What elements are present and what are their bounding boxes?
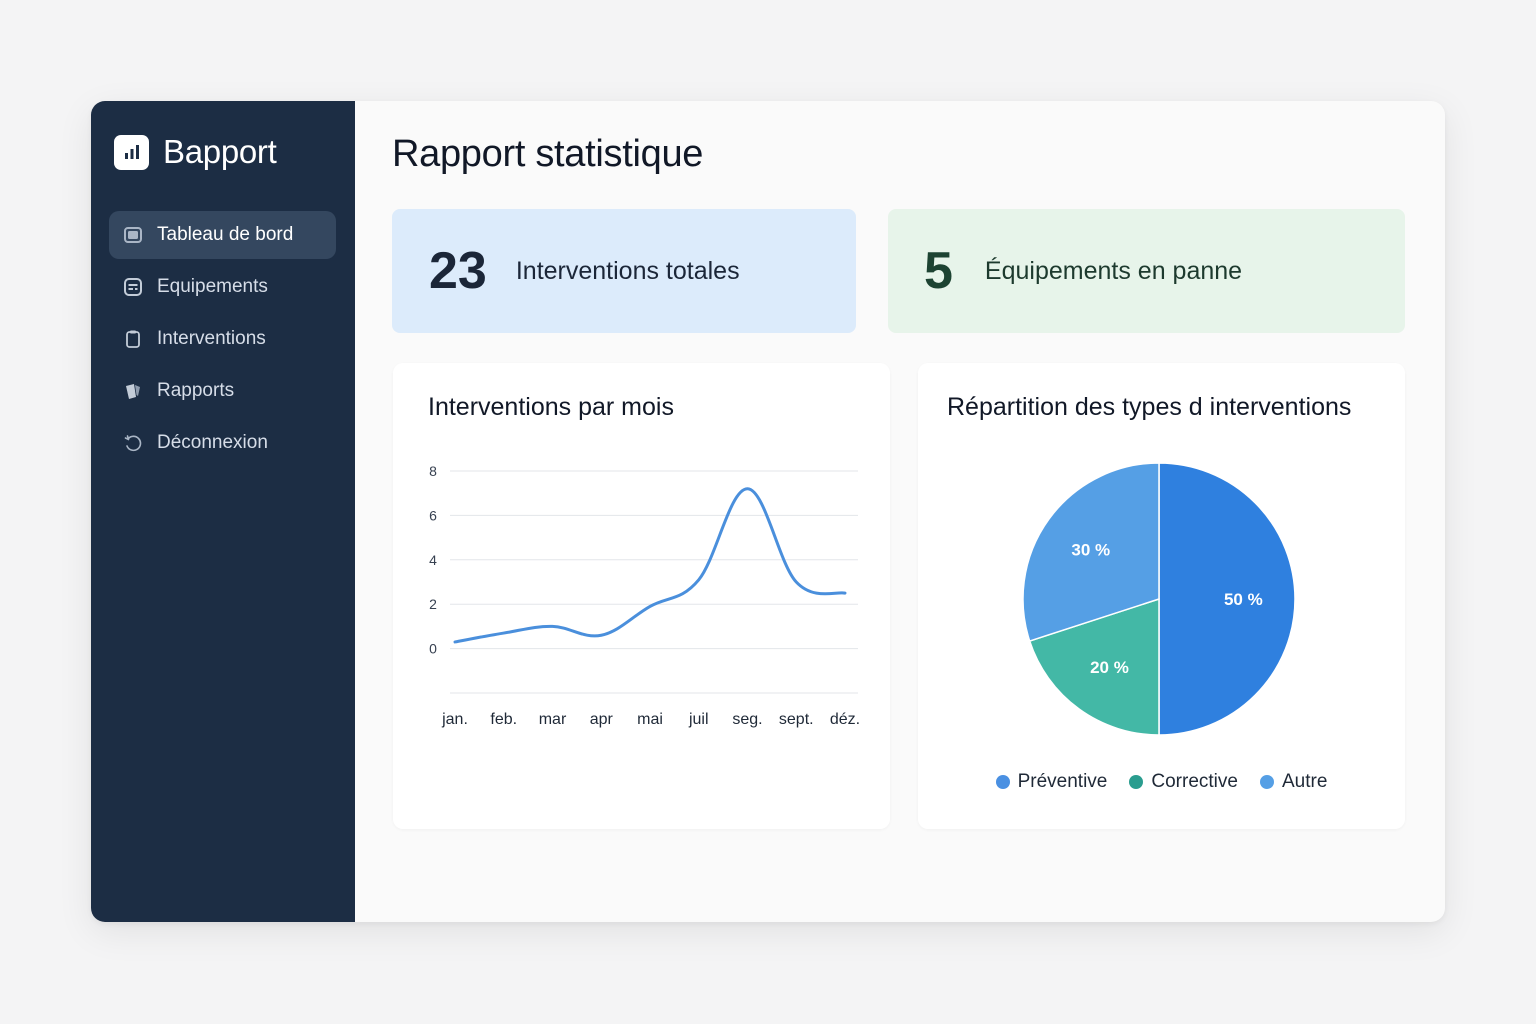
sidebar-item-tableau-de-bord[interactable]: Tableau de bord bbox=[109, 211, 336, 259]
x-tick-label: feb. bbox=[490, 711, 517, 728]
stat-card-equipements-panne[interactable]: 5 Équipements en panne bbox=[888, 209, 1405, 333]
pie-chart-card: Répartition des types d interventions 50… bbox=[918, 363, 1405, 829]
y-tick-label: 6 bbox=[429, 507, 437, 523]
legend-swatch bbox=[1259, 775, 1274, 789]
dashboard-icon bbox=[122, 224, 144, 246]
sidebar-item-label: Déconnexion bbox=[157, 432, 268, 453]
slice-label: 20 % bbox=[1090, 658, 1129, 677]
clipboard-icon bbox=[122, 328, 144, 350]
sidebar-item-label: Interventions bbox=[157, 328, 266, 349]
x-tick-label: apr bbox=[590, 711, 614, 728]
legend-item-corrective[interactable]: Corrective bbox=[1129, 771, 1238, 793]
page-title: Rapport statistique bbox=[392, 133, 704, 175]
main-content: Rapport statistique 23 Interventions tot… bbox=[355, 101, 1445, 922]
brand[interactable]: Bapport bbox=[114, 133, 277, 171]
series-line bbox=[453, 487, 847, 644]
y-tick-label: 2 bbox=[429, 596, 437, 612]
x-tick-label: seg. bbox=[732, 711, 762, 728]
slice-label: 30 % bbox=[1071, 540, 1110, 559]
sidebar-item-interventions[interactable]: Interventions bbox=[109, 315, 336, 363]
pie-slice[interactable] bbox=[1158, 462, 1296, 736]
sidebar-item-label: Rapports bbox=[157, 380, 235, 401]
pie-slice[interactable] bbox=[1028, 597, 1160, 736]
legend-label: Autre bbox=[1281, 771, 1328, 792]
legend-swatch bbox=[1129, 775, 1144, 789]
pie-slice[interactable] bbox=[1022, 462, 1160, 642]
legend-item-preventive[interactable]: Préventive bbox=[995, 771, 1108, 793]
bar-chart-logo-icon bbox=[114, 134, 149, 170]
app-title: Bapport bbox=[163, 133, 277, 170]
pie-chart: 50 % 20 % 30 % bbox=[1022, 462, 1296, 736]
x-tick-label: juil bbox=[688, 711, 709, 728]
x-tick-label: sept. bbox=[779, 711, 814, 728]
y-tick-label: 8 bbox=[429, 463, 437, 479]
stat-label: Interventions totales bbox=[515, 256, 740, 285]
sidebar-item-label: Equipements bbox=[157, 276, 268, 297]
sidebar-item-rapports[interactable]: Rapports bbox=[109, 367, 336, 415]
x-tick-label: mar bbox=[539, 711, 567, 728]
sidebar-item-equipements[interactable]: Equipements bbox=[109, 263, 336, 311]
y-tick-label: 0 bbox=[429, 641, 437, 657]
line-chart-title: Interventions par mois bbox=[428, 393, 674, 421]
legend-label: Préventive bbox=[1017, 771, 1108, 792]
stat-value: 5 bbox=[924, 242, 953, 300]
sidebar: Bapport Tableau de bord Equipements Inte… bbox=[91, 101, 355, 922]
line-chart: 8 6 4 2 0 jan. feb. mar apr mai juil seg. sept. déz. bbox=[429, 463, 860, 728]
legend-label: Corrective bbox=[1151, 771, 1238, 792]
sidebar-item-deconnexion[interactable]: Déconnexion bbox=[109, 419, 336, 467]
pie-legend: Préventive Corrective Autre bbox=[918, 771, 1405, 793]
stat-value: 23 bbox=[429, 242, 487, 300]
reports-icon bbox=[122, 380, 144, 402]
line-chart-card: Interventions par mois 8 6 4 2 0 jan. feb. mar a… bbox=[393, 363, 890, 829]
x-tick-label: déz. bbox=[830, 711, 860, 728]
y-tick-label: 4 bbox=[429, 552, 437, 568]
legend-swatch bbox=[995, 775, 1010, 789]
pie-chart-title: Répartition des types d interventions bbox=[947, 393, 1352, 421]
stat-card-interventions[interactable]: 23 Interventions totales bbox=[392, 209, 856, 333]
sidebar-nav: Tableau de bord Equipements Intervention… bbox=[109, 211, 336, 471]
app-window: Bapport Tableau de bord Equipements Inte… bbox=[91, 101, 1445, 922]
stat-label: Équipements en panne bbox=[984, 256, 1243, 285]
x-tick-label: jan. bbox=[441, 711, 468, 728]
sidebar-item-label: Tableau de bord bbox=[157, 224, 294, 245]
equipment-icon bbox=[122, 276, 144, 298]
logout-icon bbox=[122, 432, 144, 454]
slice-label: 50 % bbox=[1224, 590, 1263, 609]
legend-item-autre[interactable]: Autre bbox=[1259, 771, 1328, 793]
x-tick-label: mai bbox=[637, 711, 663, 728]
